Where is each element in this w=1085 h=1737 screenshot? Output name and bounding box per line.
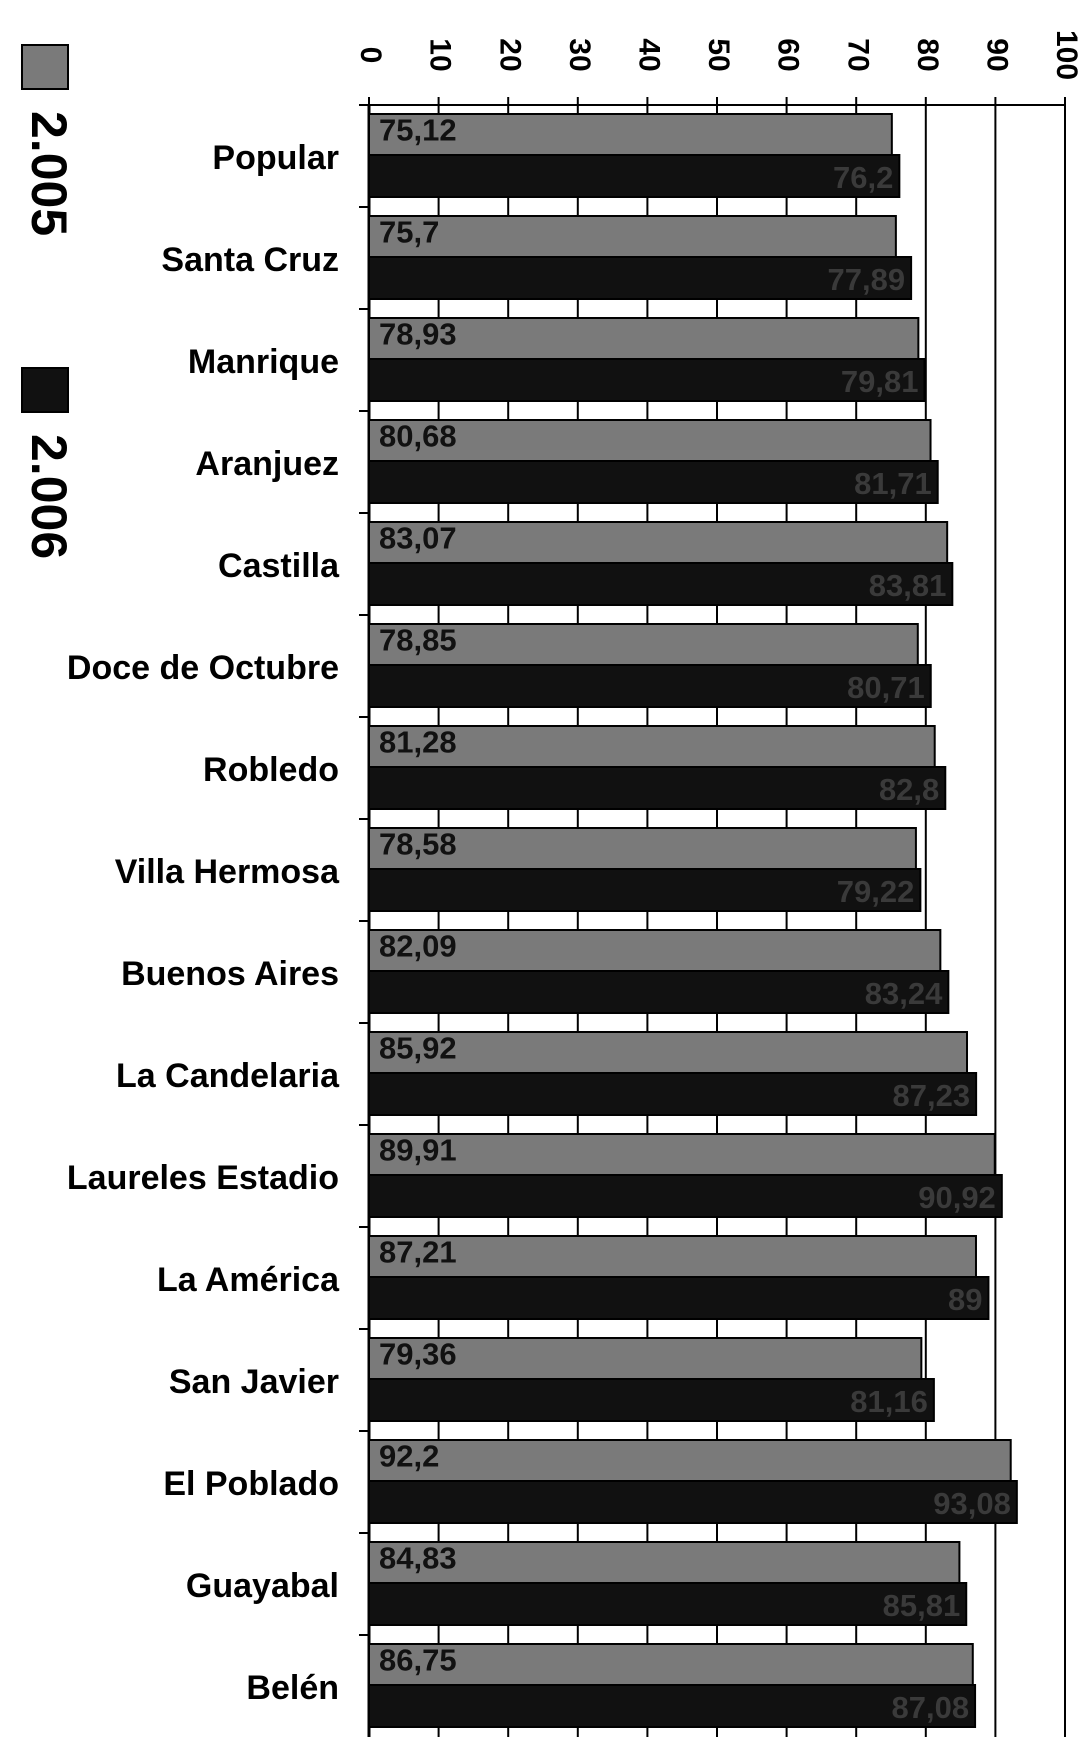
x-tick-label: 100: [1050, 30, 1083, 80]
value-label: 86,75: [379, 1643, 457, 1678]
x-tick-label: 0: [354, 47, 387, 64]
x-tick-label: 60: [772, 38, 805, 71]
bar: [368, 664, 932, 708]
y-tick-label: Aranjuez: [195, 445, 339, 483]
bar: [368, 113, 893, 156]
x-tick-label: 10: [424, 38, 457, 71]
value-label: 78,93: [379, 317, 457, 352]
legend-label: 2.005: [21, 111, 77, 236]
y-tick-label: Santa Cruz: [161, 241, 339, 279]
y-tick-label: Belén: [246, 1669, 339, 1707]
bar: [368, 1684, 977, 1728]
x-tick-label: 30: [563, 38, 596, 71]
bar: [368, 521, 949, 564]
y-tick-label: La Candelaria: [116, 1057, 340, 1095]
bar: [368, 725, 936, 768]
y-tick-label: Laureles Estadio: [67, 1159, 339, 1197]
y-tick-label: La América: [157, 1261, 340, 1299]
value-label: 85,92: [379, 1031, 457, 1066]
y-tick-label: San Javier: [169, 1363, 339, 1401]
y-tick-label: Popular: [212, 139, 339, 177]
bar: [368, 215, 897, 258]
value-label: 82,8: [879, 772, 939, 807]
value-label: 89: [948, 1282, 982, 1317]
value-label: 75,7: [379, 215, 439, 250]
value-label: 81,16: [850, 1384, 928, 1419]
y-tick-label: Castilla: [218, 547, 340, 585]
legend-swatch: [21, 44, 69, 90]
value-label: 90,92: [918, 1180, 996, 1215]
bar: [368, 1378, 935, 1422]
value-label: 79,36: [379, 1337, 457, 1372]
value-label: 84,83: [379, 1541, 457, 1576]
value-label: 87,21: [379, 1235, 457, 1270]
bar: [368, 562, 954, 606]
value-label: 78,58: [379, 827, 457, 862]
bar: [368, 1439, 1012, 1482]
value-label: 79,81: [841, 364, 919, 399]
bar: [368, 1541, 961, 1584]
value-label: 87,08: [891, 1690, 969, 1725]
y-tick-label: Buenos Aires: [121, 955, 339, 993]
x-tick-label: 90: [980, 38, 1013, 71]
bar: [368, 1276, 990, 1320]
bar: [368, 1337, 923, 1380]
value-label: 83,24: [865, 976, 943, 1011]
y-tick-label: Guayabal: [186, 1567, 339, 1605]
y-tick-label: Manrique: [188, 343, 339, 381]
bar: [368, 929, 942, 972]
value-label: 76,2: [833, 160, 893, 195]
bar: [368, 1072, 978, 1116]
bar: [368, 1582, 968, 1626]
value-label: 83,07: [379, 521, 457, 556]
value-label: 93,08: [933, 1486, 1011, 1521]
bar: [368, 419, 932, 462]
bar: [368, 460, 939, 504]
value-label: 80,68: [379, 419, 457, 454]
bar: [368, 868, 922, 912]
bar: [368, 1643, 974, 1686]
bar: [368, 317, 920, 360]
value-label: 77,89: [828, 262, 906, 297]
bar: [368, 1133, 996, 1176]
bar: [368, 154, 901, 198]
x-tick-label: 50: [702, 38, 735, 71]
y-tick-label: Doce de Octubre: [67, 649, 339, 687]
value-label: 79,22: [837, 874, 915, 909]
bar: [368, 1031, 969, 1074]
value-label: 75,12: [379, 113, 457, 148]
value-label: 92,2: [379, 1439, 439, 1474]
value-label: 85,81: [883, 1588, 961, 1623]
x-tick-label: 80: [911, 38, 944, 71]
value-label: 83,81: [869, 568, 947, 603]
legend-label: 2.006: [21, 434, 77, 559]
x-tick-label: 20: [493, 38, 526, 71]
bar: [368, 970, 950, 1014]
value-label: 81,71: [854, 466, 932, 501]
bar: [368, 766, 947, 810]
value-label: 81,28: [379, 725, 457, 760]
legend-swatch: [21, 367, 69, 413]
x-tick-label: 70: [841, 38, 874, 71]
bar: [368, 827, 917, 870]
bar: [368, 1235, 977, 1278]
y-tick-label: Robledo: [203, 751, 339, 789]
bar: [368, 358, 926, 402]
y-tick-label: El Poblado: [163, 1465, 339, 1503]
value-label: 80,71: [847, 670, 925, 705]
bar: [368, 1174, 1003, 1218]
value-label: 89,91: [379, 1133, 457, 1168]
bar: [368, 1480, 1018, 1524]
value-label: 78,85: [379, 623, 457, 658]
value-label: 82,09: [379, 929, 457, 964]
bar: [368, 256, 913, 300]
y-tick-label: Villa Hermosa: [115, 853, 340, 891]
x-tick-label: 40: [632, 38, 665, 71]
value-label: 87,23: [893, 1078, 971, 1113]
